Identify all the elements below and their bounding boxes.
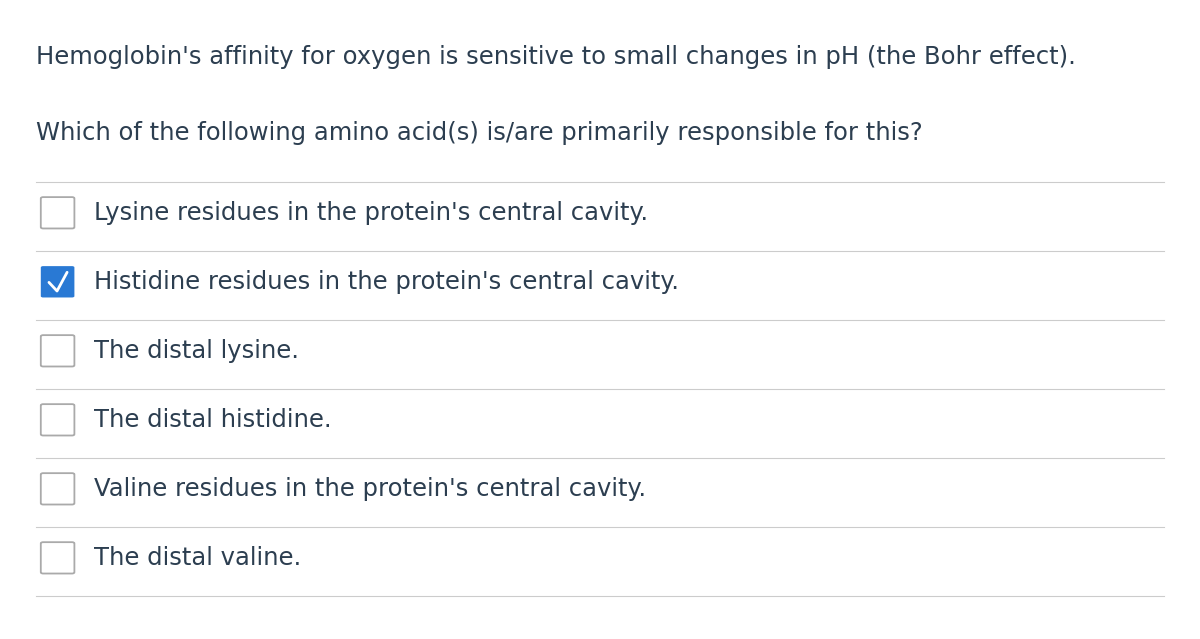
Text: Lysine residues in the protein's central cavity.: Lysine residues in the protein's central… bbox=[94, 201, 648, 225]
Text: The distal histidine.: The distal histidine. bbox=[94, 408, 331, 432]
FancyBboxPatch shape bbox=[41, 197, 74, 229]
Text: Hemoglobin's affinity for oxygen is sensitive to small changes in pH (the Bohr e: Hemoglobin's affinity for oxygen is sens… bbox=[36, 45, 1076, 69]
FancyBboxPatch shape bbox=[41, 266, 74, 298]
Text: The distal lysine.: The distal lysine. bbox=[94, 339, 299, 363]
FancyBboxPatch shape bbox=[41, 542, 74, 574]
FancyBboxPatch shape bbox=[41, 404, 74, 436]
FancyBboxPatch shape bbox=[41, 335, 74, 367]
Text: Valine residues in the protein's central cavity.: Valine residues in the protein's central… bbox=[94, 477, 646, 501]
Text: Which of the following amino acid(s) is/are primarily responsible for this?: Which of the following amino acid(s) is/… bbox=[36, 121, 923, 146]
Text: Histidine residues in the protein's central cavity.: Histidine residues in the protein's cent… bbox=[94, 270, 679, 294]
FancyBboxPatch shape bbox=[41, 473, 74, 505]
Text: The distal valine.: The distal valine. bbox=[94, 546, 301, 570]
